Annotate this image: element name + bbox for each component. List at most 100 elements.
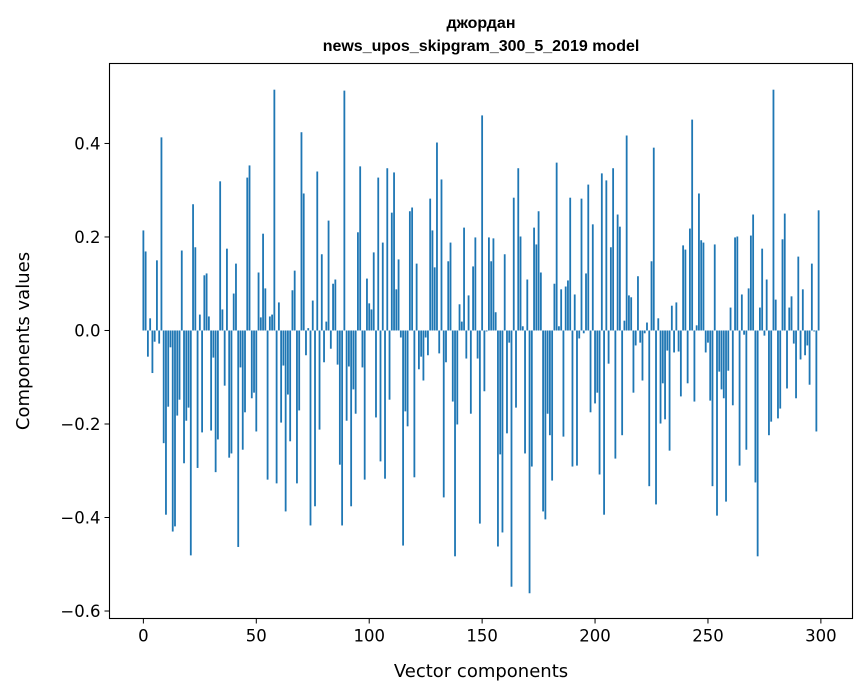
- bar-component-52: [259, 317, 262, 331]
- bar-component-114: [399, 330, 402, 338]
- bar-component-244: [693, 330, 696, 402]
- bar-component-128: [431, 230, 434, 331]
- bar-component-83: [329, 330, 332, 349]
- bar-component-153: [488, 237, 490, 331]
- y-axis: −0.6 −0.4 −0.2 0.0 0.2 0.4: [60, 134, 110, 621]
- bar-component-257: [722, 330, 725, 399]
- bar-component-8: [160, 137, 163, 331]
- bar-component-98: [363, 330, 366, 480]
- bar-component-47: [248, 165, 251, 331]
- bar-component-16: [178, 330, 181, 400]
- bar-component-267: [745, 330, 748, 450]
- bar-component-158: [499, 330, 502, 455]
- y-tick-label: 0.4: [74, 134, 100, 153]
- bar-component-48: [250, 330, 253, 399]
- bar-component-266: [743, 330, 746, 335]
- bar-component-6: [156, 260, 158, 331]
- bar-component-140: [458, 304, 461, 331]
- chart-title: джордан: [447, 15, 516, 32]
- bar-component-24: [196, 330, 199, 468]
- x-axis-label: Vector components: [394, 661, 568, 682]
- bar-component-216: [630, 297, 633, 331]
- bar-component-159: [501, 330, 504, 533]
- bar-component-96: [359, 166, 362, 331]
- bar-component-36: [223, 330, 226, 386]
- bar-component-178: [544, 330, 547, 520]
- bar-component-51: [257, 272, 260, 331]
- bar-component-270: [752, 214, 755, 331]
- bar-component-132: [440, 179, 443, 331]
- bar-component-122: [417, 330, 420, 370]
- bar-component-237: [677, 330, 680, 352]
- plot-frame: [108, 62, 854, 620]
- bar-component-91: [347, 330, 350, 367]
- bar-component-222: [643, 330, 646, 334]
- bar-component-265: [740, 294, 743, 331]
- bar-component-186: [562, 330, 565, 437]
- bar-component-239: [682, 245, 685, 331]
- bar-component-221: [641, 330, 644, 381]
- bar-component-53: [262, 233, 264, 331]
- bar-component-166: [517, 168, 520, 331]
- bar-component-134: [445, 330, 447, 363]
- bar-component-81: [325, 321, 328, 331]
- bar-component-295: [808, 330, 811, 385]
- bar-component-183: [555, 162, 558, 331]
- bar-component-273: [759, 307, 761, 331]
- bar-component-280: [774, 299, 777, 331]
- bar-component-19: [185, 330, 188, 421]
- bar-component-145: [469, 330, 472, 414]
- bar-component-126: [427, 330, 429, 356]
- bar-component-29: [207, 316, 210, 331]
- bar-component-254: [716, 330, 718, 516]
- y-tick-label: 0.2: [74, 228, 100, 247]
- bar-component-292: [801, 289, 804, 331]
- bar-component-95: [357, 232, 359, 331]
- bar-component-76: [314, 330, 316, 507]
- bar-component-151: [483, 330, 486, 392]
- bar-component-285: [786, 330, 788, 389]
- bar-component-88: [341, 330, 344, 526]
- bar-component-204: [603, 330, 605, 515]
- bar-component-18: [183, 330, 185, 464]
- bar-component-287: [790, 296, 793, 331]
- bar-component-169: [524, 330, 526, 454]
- bar-component-99: [366, 278, 368, 331]
- bar-component-162: [508, 330, 511, 343]
- bar-component-60: [277, 302, 280, 331]
- bar-component-223: [646, 322, 648, 331]
- bar-component-44: [241, 330, 244, 450]
- bar-component-271: [754, 330, 757, 483]
- bar-component-120: [413, 330, 416, 478]
- bar-component-107: [384, 330, 386, 479]
- chart-subtitle: news_upos_skipgram_300_5_2019 model: [323, 38, 640, 55]
- bar-component-131: [438, 330, 441, 354]
- bar-component-170: [526, 279, 529, 331]
- bar-component-116: [404, 330, 407, 412]
- bar-component-200: [594, 330, 596, 404]
- bar-component-119: [411, 207, 414, 331]
- bar-component-255: [718, 330, 721, 372]
- bar-component-249: [704, 330, 707, 353]
- bar-component-4: [151, 330, 154, 374]
- bar-component-65: [289, 330, 292, 442]
- bar-component-25: [198, 314, 201, 331]
- bar-component-242: [688, 228, 691, 331]
- bar-component-118: [408, 211, 411, 331]
- bar-component-0: [142, 230, 145, 331]
- bar-component-66: [291, 290, 294, 331]
- bar-component-188: [567, 280, 569, 331]
- bar-component-141: [460, 321, 463, 331]
- bar-component-154: [490, 261, 493, 331]
- bar-component-92: [350, 330, 353, 507]
- bar-component-181: [551, 330, 554, 481]
- bar-component-70: [300, 132, 303, 331]
- x-tick-label: 150: [466, 627, 498, 646]
- bar-component-94: [354, 330, 357, 414]
- bar-component-115: [402, 330, 404, 546]
- bar-component-168: [521, 326, 524, 331]
- bar-component-87: [338, 330, 341, 465]
- bar-component-219: [637, 276, 639, 331]
- bar-component-28: [205, 273, 208, 331]
